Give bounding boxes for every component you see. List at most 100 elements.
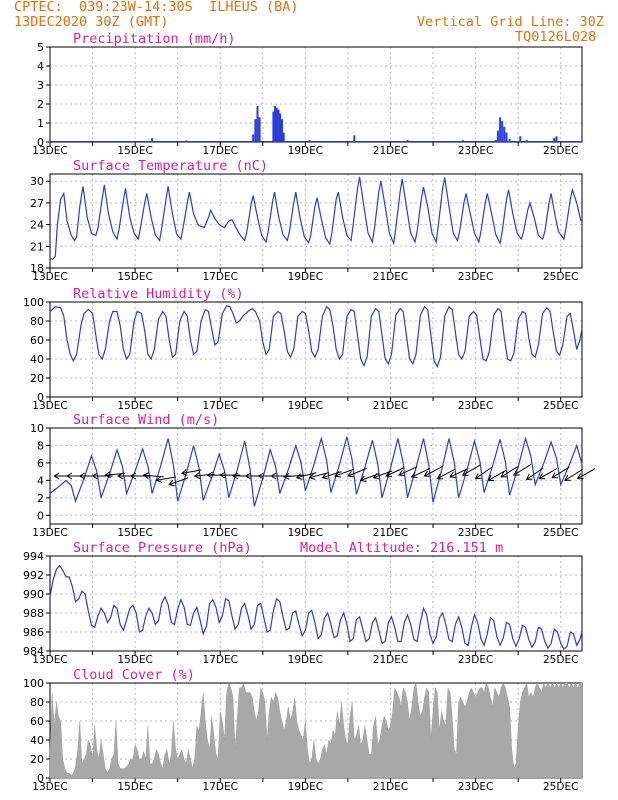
- temperature-x-tick-label: 13DEC: [32, 271, 67, 283]
- precipitation-title: Precipitation (mm/h): [73, 31, 236, 47]
- precip-bar: [282, 132, 285, 142]
- wind-arrow: [156, 476, 177, 481]
- pressure-x-tick-label: 21DEC: [373, 654, 408, 666]
- wind-arrow-head: [321, 473, 329, 480]
- temperature-y-tick-label: 18: [30, 262, 44, 275]
- humidity-series-line: [49, 305, 583, 369]
- humidity-y-tick-label: 60: [30, 334, 44, 347]
- wind-y-tick-label: 8: [37, 439, 44, 452]
- humidity-frame: [49, 301, 583, 398]
- wind-arrow-head: [474, 473, 482, 480]
- pressure-x-tick-label: 15DEC: [117, 654, 152, 666]
- wind-arrow-head: [385, 470, 393, 478]
- wind-y-tick-label: 10: [30, 422, 44, 435]
- wind-arrow: [539, 468, 558, 480]
- precipitation-y-tick-label: 4: [37, 60, 44, 73]
- pressure-x-tick-label: 19DEC: [288, 654, 323, 666]
- humidity-x-tick-label: 19DEC: [288, 400, 323, 412]
- precip-bar: [254, 119, 257, 142]
- precip-bar: [499, 117, 502, 142]
- wind-arrow: [398, 466, 418, 476]
- wind-arrow: [284, 474, 305, 478]
- wind-arrow-head: [372, 472, 380, 480]
- wind-arrow: [296, 472, 317, 479]
- header-line-2: 13DEC2020 30Z (GMT): [14, 14, 169, 30]
- wind-arrow: [437, 468, 456, 480]
- precipitation-y-tick-label: 2: [37, 98, 44, 111]
- wind-y-tick-label: 2: [37, 492, 44, 505]
- wind-arrow-head: [244, 472, 252, 480]
- precipitation-y-tick-label: 3: [37, 79, 44, 92]
- precip-bar: [252, 134, 255, 142]
- temperature-x-tick-label: 15DEC: [117, 271, 152, 283]
- pressure-x-tick-label: 17DEC: [203, 654, 238, 666]
- pressure-y-tick-label: 990: [23, 588, 44, 601]
- wind-arrow-head: [525, 473, 533, 481]
- wind-arrow-head: [219, 471, 226, 479]
- precip-bar: [553, 138, 556, 142]
- wind-arrow-head: [410, 471, 418, 478]
- wind-x-tick-label: 15DEC: [117, 527, 152, 539]
- precip-bar: [555, 136, 558, 142]
- wind-arrow-head: [308, 473, 316, 480]
- wind-arrow: [347, 468, 367, 477]
- cloud-x-tick-label: 15DEC: [117, 781, 152, 793]
- pressure-x-tick-label: 13DEC: [32, 654, 67, 666]
- cloud-y-tick-label: 60: [30, 715, 44, 728]
- wind-arrow: [500, 465, 519, 478]
- wind-arrow: [385, 467, 405, 477]
- precipitation-x-tick-label: 19DEC: [288, 145, 323, 157]
- wind-arrow-head: [66, 472, 73, 480]
- precipitation-x-tick-label: 13DEC: [32, 145, 67, 157]
- wind-arrow-head: [78, 472, 86, 480]
- cloud-y-tick-label: 80: [30, 696, 44, 709]
- precipitation-x-tick-label: 21DEC: [373, 145, 408, 157]
- wind-arrow-head: [423, 470, 431, 477]
- temperature-y-tick-label: 24: [30, 219, 44, 232]
- wind-arrow: [488, 469, 506, 481]
- wind-x-tick-label: 21DEC: [373, 527, 408, 539]
- wind-arrow-head: [513, 469, 520, 476]
- precip-bar: [279, 113, 282, 142]
- wind-x-tick-label: 25DEC: [543, 527, 578, 539]
- temperature-x-tick-label: 23DEC: [458, 271, 493, 283]
- precip-bar: [519, 136, 522, 142]
- humidity-title: Relative Humidity (%): [73, 286, 244, 302]
- pressure-y-tick-label: 992: [23, 569, 44, 582]
- pressure-y-tick-label: 994: [23, 550, 44, 563]
- precip-bar: [508, 139, 511, 142]
- wind-arrow-head: [347, 471, 354, 478]
- wind-arrow: [335, 468, 355, 477]
- humidity-y-tick-label: 20: [30, 372, 44, 385]
- wind-speed-line: [49, 436, 583, 507]
- precip-bar: [275, 107, 278, 142]
- wind-title: Surface Wind (m/s): [73, 412, 219, 428]
- temperature-y-tick-label: 30: [30, 175, 44, 188]
- wind-x-tick-label: 13DEC: [32, 527, 67, 539]
- wind-arrow: [475, 466, 493, 480]
- wind-x-tick-label: 17DEC: [203, 527, 238, 539]
- wind-arrow-head: [295, 473, 303, 480]
- precip-bar: [277, 109, 280, 142]
- header-line-1: CPTEC: 039:23W-14:30S ILHEUS (BA): [14, 0, 299, 15]
- wind-arrow-head: [359, 475, 367, 482]
- cloud-cover-area: [49, 682, 583, 779]
- precip-bar: [258, 117, 261, 142]
- humidity-y-tick-label: 100: [23, 296, 44, 309]
- temperature-x-tick-label: 21DEC: [373, 271, 408, 283]
- precipitation-x-tick-label: 25DEC: [543, 145, 578, 157]
- temperature-x-tick-label: 19DEC: [288, 271, 323, 283]
- precip-bar: [274, 105, 277, 142]
- wind-arrow-head: [551, 472, 559, 479]
- wind-arrow-head: [564, 474, 571, 481]
- wind-arrow: [194, 473, 215, 477]
- precip-bar: [256, 105, 259, 142]
- temperature-x-tick-label: 25DEC: [543, 271, 578, 283]
- cloud-x-tick-label: 25DEC: [543, 781, 578, 793]
- wind-arrow-head: [129, 472, 137, 480]
- wind-arrow-head: [180, 469, 188, 476]
- pressure-series-line: [49, 564, 583, 651]
- wind-arrow-head: [155, 476, 163, 483]
- wind-arrow-head: [91, 472, 98, 480]
- wind-arrow-head: [461, 469, 469, 476]
